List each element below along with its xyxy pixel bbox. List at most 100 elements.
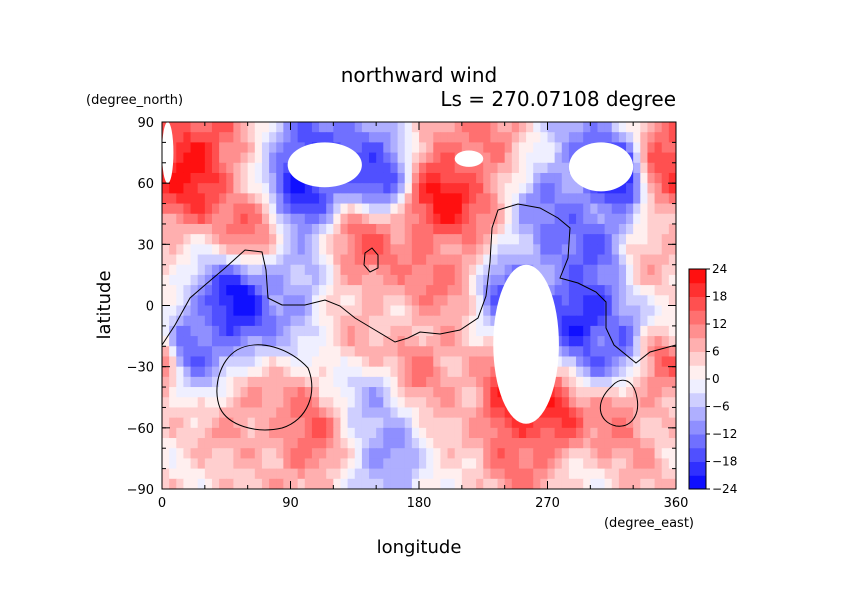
field-cell [426, 438, 434, 449]
field-cell [361, 183, 370, 194]
field-cell [204, 315, 213, 327]
field-cell [319, 468, 327, 480]
field-cell [540, 478, 549, 489]
field-cell [219, 152, 227, 164]
field-cell [661, 274, 670, 286]
field-cell [419, 234, 427, 245]
field-cell [647, 366, 656, 378]
field-cell [433, 366, 442, 378]
field-cell [261, 234, 270, 245]
field-cell [518, 234, 527, 245]
field-cell [647, 264, 656, 276]
field-cell [261, 274, 270, 286]
field-cell [219, 285, 227, 296]
field-cell [554, 122, 563, 133]
field-cell [604, 315, 613, 327]
field-cell [654, 132, 663, 143]
field-cell [576, 193, 584, 205]
field-cell [376, 162, 384, 174]
field-cell [461, 458, 470, 470]
field-cell [411, 458, 420, 470]
field-cell [626, 448, 634, 460]
field-cell [654, 397, 663, 409]
field-cell [611, 427, 620, 439]
field-cell [169, 315, 177, 327]
field-cell [183, 305, 192, 317]
field-cell [169, 448, 177, 460]
field-cell [447, 346, 456, 358]
field-cell [640, 387, 649, 398]
field-cell [533, 223, 541, 235]
field-cell [419, 356, 427, 368]
field-cell [661, 427, 670, 439]
field-cell [276, 427, 284, 439]
colorbar-tick-label: −12 [712, 427, 737, 441]
field-cell [604, 325, 613, 337]
field-cell [304, 387, 313, 398]
field-cell [233, 152, 242, 164]
field-cell [269, 223, 277, 235]
field-cell [240, 193, 249, 205]
field-cell [554, 193, 563, 205]
field-cell [668, 152, 676, 164]
field-cell [311, 264, 320, 276]
field-cell [461, 244, 470, 256]
field-cell [404, 295, 413, 307]
field-cell [540, 122, 549, 133]
field-cell [397, 295, 406, 307]
field-cell [476, 387, 484, 398]
field-cell [276, 244, 284, 256]
field-cell [169, 122, 177, 133]
x-axis-label: longitude [377, 537, 462, 558]
field-cell [518, 142, 527, 154]
field-cell [454, 417, 463, 429]
field-cell [247, 468, 256, 480]
field-cell [647, 448, 656, 460]
field-cell [369, 183, 377, 194]
field-cell [668, 478, 676, 489]
field-cell [247, 376, 256, 388]
field-cell [347, 274, 356, 286]
field-cell [576, 223, 584, 235]
field-cell [511, 203, 520, 215]
field-cell [361, 295, 370, 307]
field-cell [633, 458, 641, 470]
field-cell [261, 122, 270, 133]
field-cell [333, 356, 342, 368]
field-cell [468, 478, 477, 489]
field-cell [468, 448, 477, 460]
field-cell [169, 285, 177, 296]
field-cell [269, 346, 277, 358]
field-cell [162, 193, 170, 205]
field-cell [576, 234, 584, 245]
field-cell [640, 356, 649, 368]
field-cell [190, 325, 199, 337]
field-cell [661, 193, 670, 205]
field-cell [504, 183, 513, 194]
field-cell [568, 336, 577, 347]
field-cell [426, 407, 434, 419]
field-cell [633, 183, 641, 194]
field-cell [568, 315, 577, 327]
field-cell [162, 356, 170, 368]
field-cell [261, 468, 270, 480]
field-cell [376, 203, 384, 215]
field-cell [283, 162, 292, 174]
field-cell [583, 427, 591, 439]
field-cell [540, 162, 549, 174]
field-cell [633, 387, 641, 398]
field-cell [226, 172, 234, 184]
field-cell [319, 274, 327, 286]
field-cell [204, 244, 213, 256]
field-cell [433, 417, 442, 429]
field-cell [240, 387, 249, 398]
field-cell [640, 478, 649, 489]
field-cell [440, 417, 449, 429]
field-cell [240, 274, 249, 286]
field-cell [583, 193, 591, 205]
field-cell [326, 274, 334, 286]
field-cell [419, 417, 427, 429]
field-cell [361, 407, 370, 419]
field-cell [197, 305, 206, 317]
field-cell [269, 162, 277, 174]
